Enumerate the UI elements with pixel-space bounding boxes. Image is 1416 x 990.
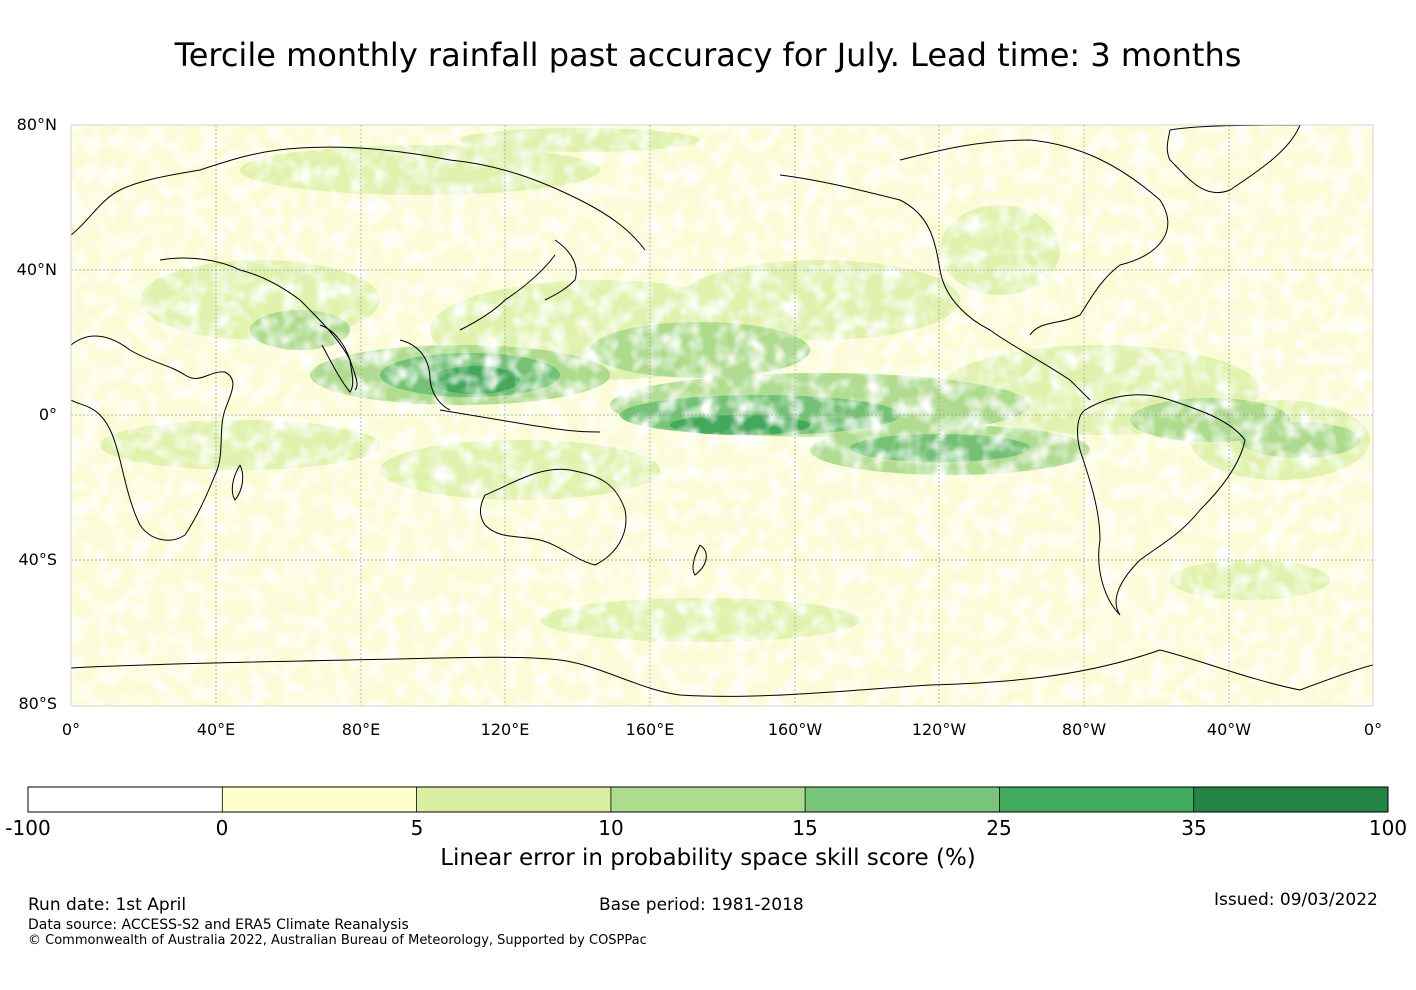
gridlines [71,125,1373,706]
colorbar-label: Linear error in probability space skill … [440,845,976,871]
colorbar-tick: 5 [410,816,424,840]
speckle-overlay [71,125,1373,706]
colorbar-tick: 15 [792,816,818,840]
coastlines [71,125,1373,697]
lon-label-120w: 120°W [911,720,967,739]
lon-label-160e: 160°E [625,720,675,739]
map-frame [70,124,1374,707]
colorbar-segment-6 [1193,787,1388,812]
colorbar-tick: 25 [986,816,1012,840]
lon-label-40e: 40°E [196,720,236,739]
lon-label-0: 0° [61,720,81,739]
lon-label-80w: 80°W [1061,720,1107,739]
colorbar-segment-5 [999,787,1194,812]
colorbar-segment-1 [222,787,417,812]
run-date: Run date: 1st April [28,895,187,915]
colorbar-tick: 35 [1181,816,1207,840]
colorbar-tick: 10 [598,816,624,840]
lon-label-40w: 40°W [1206,720,1252,739]
lat-label-0: 0° [38,405,57,424]
data-source: Data source: ACCESS-S2 and ERA5 Climate … [28,917,409,933]
colorbar-segment-4 [805,787,1000,812]
colorbar-tick: 0 [215,816,229,840]
lat-label-40s: 40°S [18,550,57,569]
colorbar-segment-2 [416,787,611,812]
lon-label-80e: 80°E [341,720,381,739]
colorbar-tick: 100 [1368,816,1408,840]
copyright: © Commonwealth of Australia 2022, Austra… [28,933,647,948]
lon-label-160w: 160°W [767,720,823,739]
lat-label-80s: 80°S [18,694,57,713]
issued-date: Issued: 09/03/2022 [1214,890,1378,910]
lat-label-40n: 40°N [16,260,57,279]
colorbar-tick: -100 [5,816,51,840]
colorbar-segment-0 [28,787,223,812]
lat-label-80n: 80°N [16,115,57,134]
lon-label-120e: 120°E [480,720,530,739]
lon-label-0-east: 0° [1363,720,1383,739]
skill-field [71,125,1373,706]
chart-title: Tercile monthly rainfall past accuracy f… [174,36,1242,74]
colorbar [27,786,1389,813]
colorbar-frame [27,786,1389,813]
base-period: Base period: 1981-2018 [599,895,804,915]
colorbar-segment-3 [610,787,806,812]
